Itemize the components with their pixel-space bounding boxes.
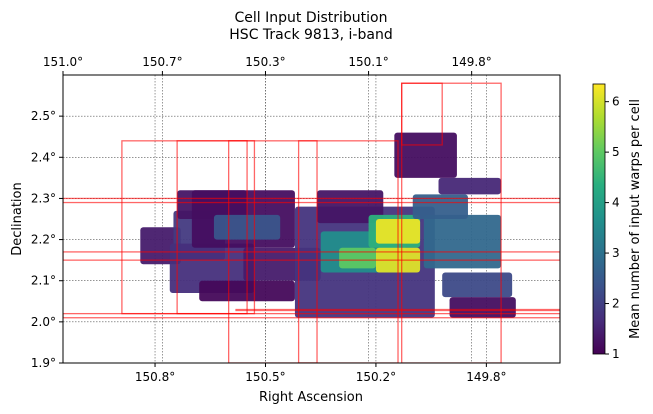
colorbar-tick-label-2: 3 [612,246,620,260]
footprint-6 [63,197,560,204]
colorbar-tick-label-4: 5 [612,145,620,159]
footprint-5 [401,82,443,146]
coverage-patch-14 [339,247,376,269]
top-tick-label-2: 150.3° [245,55,285,69]
y-tick-label-6: 2.5° [31,109,56,123]
coverage-patch-17 [442,272,513,298]
coverage-patch-15 [423,214,502,269]
colorbar [592,83,606,355]
footprint-7 [63,251,560,261]
x-axis-ticks: 150.8° 150.5° 150.2° 149.8° [135,363,507,384]
coverage-patch-16 [412,194,468,219]
x-axis-label: Right Ascension [259,390,363,405]
y-axis-ticks: 1.9° 2.0° 2.1° 2.2° 2.3° 2.4° 2.5° [31,109,63,370]
footprint-9 [235,308,560,312]
coverage-patch-20 [438,177,502,195]
colorbar-ticks: 1 2 3 4 5 6 [605,95,620,361]
y-tick-label-2: 2.1° [31,274,56,288]
y-axis-label: Declination [10,182,25,256]
chart-subtitle: HSC Track 9813, i-band [229,27,392,43]
colorbar-tick-label-5: 6 [612,95,620,109]
coverage-patches [140,132,516,318]
footprint-8 [63,312,560,319]
x-tick-label-3: 149.8° [466,370,506,384]
x-tick-label-0: 150.8° [135,370,175,384]
x-tick-label-2: 150.2° [356,370,396,384]
top-tick-label-1: 150.7° [142,55,182,69]
plot-frame [62,74,561,364]
top-axis-ticks: 151.0° 150.7° 150.3° 150.1° 149.8° [43,55,492,75]
top-tick-label-0: 151.0° [43,55,83,69]
colorbar-tick-label-3: 4 [612,196,620,210]
y-tick-label-4: 2.3° [31,191,56,205]
chart-title: Cell Input Distribution [235,10,388,26]
y-tick-label-3: 2.2° [31,233,56,247]
coverage-patch-18 [449,297,516,318]
colorbar-tick-label-0: 1 [612,347,620,361]
colorbar-tick-label-1: 2 [612,297,620,311]
coverage-patch-19 [394,132,457,178]
top-tick-label-3: 150.1° [348,55,388,69]
patch-footprints [63,82,560,363]
y-tick-label-1: 2.0° [31,315,56,329]
y-tick-label-5: 2.4° [31,150,56,164]
colorbar-label: Mean number of input warps per cell [628,99,643,339]
top-tick-label-4: 149.8° [451,55,491,69]
x-tick-label-1: 150.5° [245,370,285,384]
coverage-patch-2 [169,243,255,294]
y-tick-label-0: 1.9° [31,356,56,370]
